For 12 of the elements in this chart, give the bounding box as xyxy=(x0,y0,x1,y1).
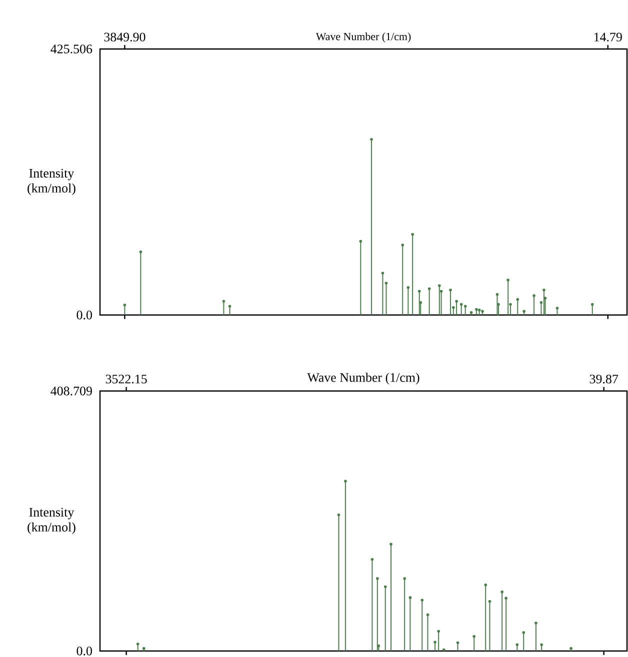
x-tick-label: 3522.15 xyxy=(106,374,147,384)
y-tick-label: 0.0 xyxy=(76,310,92,320)
y-tick-label: 425.506 xyxy=(50,44,92,54)
x-tick-label: 39.87 xyxy=(590,374,618,384)
x-tick-label: 3849.90 xyxy=(104,32,146,42)
y-tick-label: 0.0 xyxy=(76,646,92,656)
x-axis-title: Wave Number (1/cm) xyxy=(307,372,420,384)
x-axis-title: Wave Number (1/cm) xyxy=(316,32,411,42)
y-axis-title: Intensity (km/mol) xyxy=(28,168,76,196)
y-axis-title: Intensity (km/mol) xyxy=(28,508,76,534)
y-tick-label: 408.709 xyxy=(50,386,92,396)
x-tick-label: 14.79 xyxy=(594,32,622,42)
